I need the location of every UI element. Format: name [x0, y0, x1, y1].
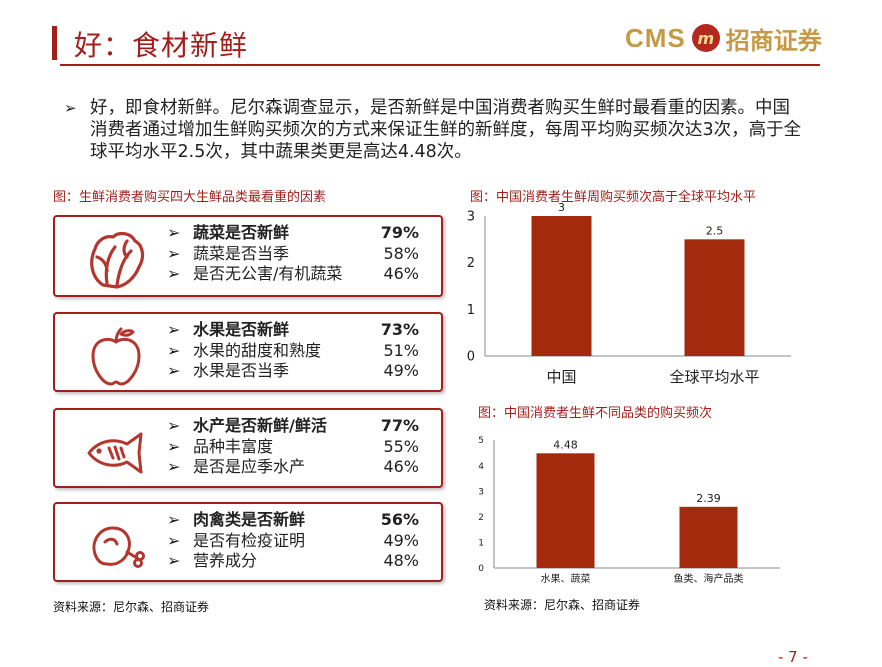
factor-row: ➢ 水果是否当季 49% — [167, 361, 419, 380]
intro-paragraph: ➢ 好，即食材新鲜。尼尔森调查显示，是否新鲜是中国消费者购买生鲜时最看重的因素。… — [64, 97, 804, 163]
logo-emblem-icon: m — [691, 24, 720, 52]
factor-row: ➢ 是否有检疫证明 49% — [167, 530, 419, 550]
x-tick-label: 全球平均水平 — [669, 368, 759, 386]
factor-list: ➢ 肉禽类是否新鲜 56% ➢ 是否有检疫证明 49% ➢ 营养成分 48% — [167, 510, 419, 572]
intro-text: 好，即食材新鲜。尼尔森调查显示，是否新鲜是中国消费者购买生鲜时最看重的因素。中国… — [90, 98, 802, 162]
logo-text-cn: 招商证券 — [725, 26, 822, 55]
factor-card-seafood: ➢ 水产是否新鲜/鲜活 77% ➢ 品种丰富度 55% ➢ 是否是应季水产 46% — [53, 408, 443, 488]
y-tick-label: 2 — [467, 256, 475, 271]
apple-icon — [91, 327, 141, 386]
x-tick-label: 鱼类、海产品类 — [674, 572, 744, 585]
y-tick-label: 3 — [467, 210, 475, 225]
lettuce-icon — [90, 231, 145, 289]
factor-card-meat: ➢ 肉禽类是否新鲜 56% ➢ 是否有检疫证明 49% ➢ 营养成分 48% — [53, 502, 443, 582]
bar — [684, 239, 745, 356]
factor-row: ➢ 品种丰富度 55% — [167, 436, 419, 456]
chart2-plot: 0 1 2 3 4 5 4.48 水果、蔬菜 2.39 鱼类、海产品类 — [478, 436, 780, 585]
factor-card-fruits: ➢ 水果是否新鲜 73% ➢ 水果的甜度和熟度 51% ➢ 水果是否当季 49% — [53, 312, 443, 392]
factor-list: ➢ 水产是否新鲜/鲜活 77% ➢ 品种丰富度 55% ➢ 是否是应季水产 46% — [167, 416, 419, 478]
factor-row: ➢ 蔬菜是否当季 58% — [167, 243, 419, 263]
company-logo: CMS m 招商证券 — [625, 22, 822, 55]
y-tick-label: 4 — [478, 462, 484, 472]
factor-row: ➢ 水果的甜度和熟度 51% — [167, 340, 419, 360]
fish-icon — [87, 432, 143, 474]
y-tick-label: 1 — [478, 539, 484, 549]
bar — [679, 506, 738, 568]
factor-row: ➢ 蔬菜是否新鲜 79% — [167, 223, 419, 242]
data-label: 2.5 — [706, 224, 724, 237]
y-tick-label: 2 — [478, 513, 484, 523]
data-label: 4.48 — [553, 438, 578, 451]
factor-row: ➢ 水产是否新鲜/鲜活 77% — [167, 416, 419, 435]
chart1-title: 图：中国消费者生鲜周购买频次高于全球平均水平 — [470, 190, 757, 205]
x-tick-label: 水果、蔬菜 — [541, 573, 591, 585]
y-tick-label: 0 — [478, 564, 484, 574]
bar — [536, 453, 595, 568]
factor-list: ➢ 水果是否新鲜 73% ➢ 水果的甜度和熟度 51% ➢ 水果是否当季 49% — [167, 320, 419, 382]
page-number: - 7 - — [778, 648, 808, 666]
header-divider — [60, 64, 820, 66]
title-accent-bar — [52, 26, 57, 60]
bar — [531, 216, 592, 356]
y-tick-label: 0 — [467, 350, 475, 365]
factor-list: ➢ 蔬菜是否新鲜 79% ➢ 蔬菜是否当季 58% ➢ 是否无公害/有机蔬菜 46% — [167, 223, 419, 285]
factor-row: ➢ 肉禽类是否新鲜 56% — [167, 510, 419, 529]
logo-text-en: CMS — [625, 22, 686, 53]
y-tick-label: 1 — [467, 303, 475, 318]
y-tick-label: 5 — [478, 436, 484, 446]
left-source-note: 资料来源：尼尔森、招商证券 — [53, 600, 210, 614]
factor-row: ➢ 是否是应季水产 46% — [167, 457, 419, 476]
meat-icon — [92, 526, 145, 568]
x-tick-label: 中国 — [546, 368, 576, 386]
factor-row: ➢ 是否无公害/有机蔬菜 46% — [167, 264, 419, 283]
factor-row: ➢ 水果是否新鲜 73% — [167, 320, 419, 339]
page-title: 好：食材新鲜 — [74, 29, 249, 62]
chart2-source-note: 资料来源：尼尔森、招商证券 — [484, 598, 641, 612]
data-label: 3 — [558, 202, 565, 214]
data-label: 2.39 — [696, 492, 721, 505]
left-figure-caption: 图：生鲜消费者购买四大生鲜品类最看重的因素 — [53, 190, 327, 205]
y-tick-label: 3 — [478, 487, 484, 497]
factor-row: ➢ 营养成分 48% — [167, 551, 419, 570]
chart2-title: 图：中国消费者生鲜不同品类的购买频次 — [478, 406, 713, 421]
chart1-plot: 0 1 2 3 3 中国 2.5 全球平均水平 — [467, 202, 791, 386]
bullet-arrow-icon: ➢ — [64, 99, 77, 117]
factor-card-vegetables: ➢ 蔬菜是否新鲜 79% ➢ 蔬菜是否当季 58% ➢ 是否无公害/有机蔬菜 46% — [53, 215, 443, 297]
